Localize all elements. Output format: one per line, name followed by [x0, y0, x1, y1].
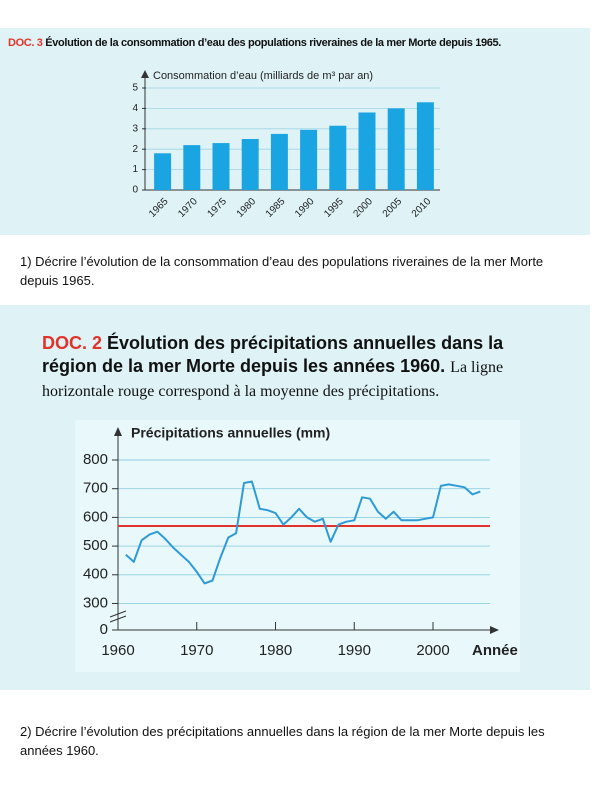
doc2-header: DOC. 2 Évolution des précipitations annu…	[42, 332, 562, 403]
bar	[358, 112, 376, 190]
x-tick-label: 1970	[176, 196, 200, 220]
axis-arrow	[141, 70, 149, 78]
axis-arrow	[490, 626, 499, 634]
y-tick-label: 0	[100, 621, 108, 638]
y-tick-label: 800	[83, 451, 108, 468]
y-tick-label: 3	[132, 123, 138, 134]
bar	[241, 139, 259, 190]
x-tick-label: 1990	[293, 196, 317, 220]
bar	[416, 102, 434, 190]
y-tick-label: 5	[132, 83, 138, 94]
x-tick-label: 2000	[351, 196, 375, 220]
x-tick-label: 2005	[381, 196, 405, 220]
data-line	[125, 480, 481, 585]
doc-caption: La ligne horizontale rouge correspond à …	[42, 359, 504, 400]
y-tick-label: 1	[132, 164, 138, 175]
doc3-header: DOC. 3 Évolution de la consommation d’ea…	[8, 37, 593, 49]
axis-title: Consommation d’eau (milliards de m³ par …	[153, 70, 373, 82]
bar	[154, 153, 172, 190]
y-tick-label: 400	[83, 566, 108, 583]
bar	[270, 133, 288, 190]
axis-title: Précipitations annuelles (mm)	[131, 425, 330, 441]
doc-label: DOC. 2	[42, 333, 103, 353]
y-tick-label: 500	[83, 537, 108, 554]
y-tick-label: 0	[132, 185, 138, 196]
x-tick-label: 1970	[180, 642, 213, 659]
axis-title: Année	[472, 642, 518, 659]
question: 1) Décrire l’évolution de la consommatio…	[20, 254, 544, 288]
x-tick-label: 1995	[322, 196, 346, 220]
bar	[212, 143, 230, 190]
bar	[387, 108, 405, 190]
bar	[300, 129, 318, 190]
axis-arrow	[114, 427, 122, 436]
x-tick-label: 1975	[205, 196, 229, 220]
doc3-box	[0, 28, 590, 235]
y-tick-label: 700	[83, 480, 108, 497]
y-tick-label: 300	[83, 594, 108, 611]
y-tick-label: 600	[83, 508, 108, 525]
x-tick-label: 1985	[264, 196, 288, 220]
bar	[183, 145, 201, 190]
doc-title: Évolution des précipitations annuelles d…	[42, 333, 504, 376]
x-tick-label: 2010	[410, 196, 434, 220]
doc-label: DOC. 3	[8, 37, 43, 49]
x-tick-label: 1965	[147, 196, 171, 220]
x-tick-label: 1980	[235, 196, 259, 220]
question: 2) Décrire l’évolution des précipitation…	[20, 724, 545, 758]
x-tick-label: 1960	[101, 642, 134, 659]
x-tick-label: 1980	[259, 642, 292, 659]
axis-break	[109, 610, 127, 623]
doc-title: Évolution de la consommation d’eau des p…	[45, 37, 501, 49]
y-tick-label: 4	[132, 103, 138, 114]
y-tick-label: 2	[132, 144, 138, 155]
x-tick-label: 2000	[416, 642, 449, 659]
x-tick-label: 1990	[338, 642, 371, 659]
bar	[329, 125, 347, 190]
